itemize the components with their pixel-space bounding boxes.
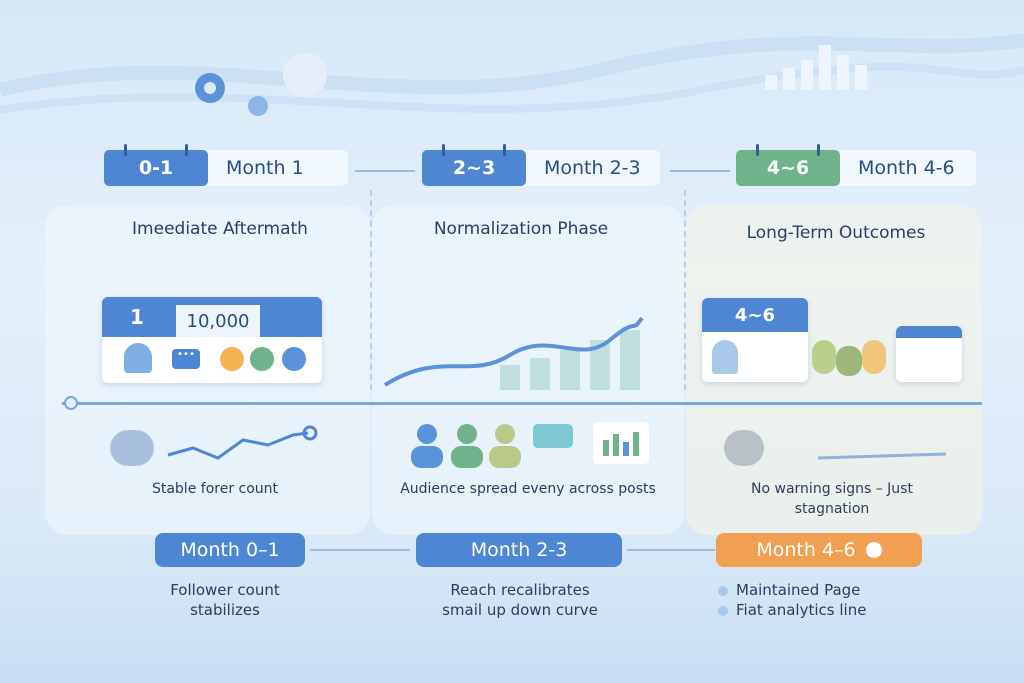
- divider: [370, 190, 372, 390]
- header-month-2-3: 2~3 Month 2-3: [422, 144, 660, 186]
- caption: Stable forer count: [151, 481, 279, 497]
- group-icon: [812, 330, 888, 376]
- pill-month-2-3: Month 2-3: [416, 533, 622, 567]
- header-month-1: 0-1 Month 1: [104, 144, 348, 186]
- timeline-line: [62, 402, 982, 405]
- header-label: Month 2-3: [544, 157, 641, 179]
- chat-icon: •••: [172, 349, 200, 369]
- arrow-icon: [670, 170, 730, 172]
- note-line: stabilizes: [190, 601, 260, 619]
- thumbs-up-icon: [282, 347, 306, 371]
- note: Follower count stabilizes: [140, 580, 310, 620]
- badge-icon: [865, 542, 882, 558]
- calendar-badge: 4~6: [702, 298, 808, 332]
- user-icon: [712, 340, 738, 374]
- smile-icon: [250, 347, 274, 371]
- note-item: Maintained Page: [718, 580, 918, 600]
- calendar-badge: 2~3: [422, 144, 526, 186]
- follower-line-icon: [110, 425, 318, 466]
- header-label: Month 4-6: [858, 157, 955, 179]
- note-list: Maintained Page Fiat analytics line: [718, 580, 918, 620]
- note: Reach recalibrates smail up down curve: [420, 580, 620, 620]
- header-month-4-6: 4~6 Month 4-6: [736, 144, 976, 186]
- trend-up-illustration: [383, 316, 644, 390]
- calendar-badge: 4~6: [736, 144, 840, 186]
- follower-count: 10,000: [176, 305, 260, 337]
- timeline-start: [64, 396, 78, 410]
- flat-line-icon: [724, 430, 947, 466]
- gear-icon: [283, 53, 327, 97]
- phase-title: Normalization Phase: [433, 219, 609, 239]
- arrow-icon: [627, 549, 715, 551]
- user-icon: [124, 343, 152, 373]
- trend-up-icon: [383, 316, 644, 387]
- calendar-icon: [896, 326, 962, 382]
- month-number: 1: [130, 305, 144, 329]
- caption: No warning signs – Just stagnation: [751, 481, 913, 517]
- note-item: Fiat analytics line: [718, 600, 918, 620]
- bullet-icon: [718, 605, 728, 616]
- audience-icons: [411, 422, 649, 468]
- arrow-icon: [355, 170, 415, 172]
- calendar-badge: 0-1: [104, 144, 208, 186]
- caption: Audience spread eveny across posts: [400, 481, 656, 497]
- stats-card: 1 10,000 •••: [102, 297, 322, 383]
- wave-background: [0, 33, 1024, 116]
- gear-icon: [248, 96, 268, 116]
- gear-icon: [195, 73, 225, 103]
- note-line: smail up down curve: [442, 601, 598, 619]
- note-line: Reach recalibrates: [450, 581, 590, 599]
- phase-title: Imeediate Aftermath: [132, 219, 308, 239]
- long-term-card: 4~6: [702, 298, 808, 382]
- bar-chart-icon: [765, 45, 867, 90]
- pill-label: Month 4–6: [756, 539, 856, 561]
- chat-icon: [533, 424, 573, 448]
- heart-icon: [220, 347, 244, 371]
- pill-month-0-1: Month 0–1: [155, 533, 305, 567]
- bar-chart-icon: [593, 422, 649, 464]
- phase-title: Long-Term Outcomes: [746, 223, 926, 243]
- bullet-icon: [718, 585, 728, 596]
- header-label: Month 1: [226, 157, 304, 179]
- pill-month-4-6: Month 4–6: [716, 533, 922, 567]
- divider: [684, 190, 686, 390]
- note-line: Follower count: [170, 581, 280, 599]
- arrow-icon: [310, 549, 410, 551]
